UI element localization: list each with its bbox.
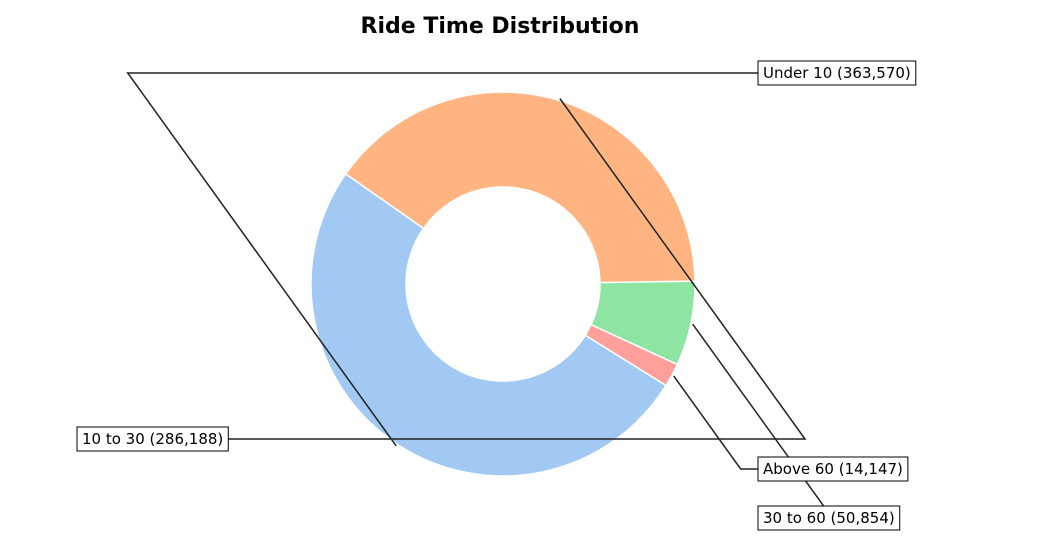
slice-label-10-to-30: 10 to 30 (286,188)	[82, 430, 223, 448]
leader-line	[228, 98, 807, 440]
slice-10-to-30	[344, 91, 696, 284]
slice-label-under-10: Under 10 (363,570)	[763, 64, 911, 82]
slice-label-above-60: Above 60 (14,147)	[763, 460, 903, 478]
leader-line	[126, 72, 758, 447]
slices-group	[310, 91, 696, 477]
slice-label-box	[757, 505, 901, 531]
slice-label-box	[757, 456, 909, 482]
leader-line	[673, 375, 758, 470]
slice-label-box	[76, 426, 229, 452]
labels-group: Under 10 (363,570) Above 60 (14,147) 30 to…	[76, 60, 917, 531]
chart-title: Ride Time Distribution	[361, 14, 640, 39]
leader-line	[692, 323, 834, 519]
slice-label-30-to-60: 30 to 60 (50,854)	[763, 509, 895, 527]
slice-label-box	[757, 60, 917, 86]
